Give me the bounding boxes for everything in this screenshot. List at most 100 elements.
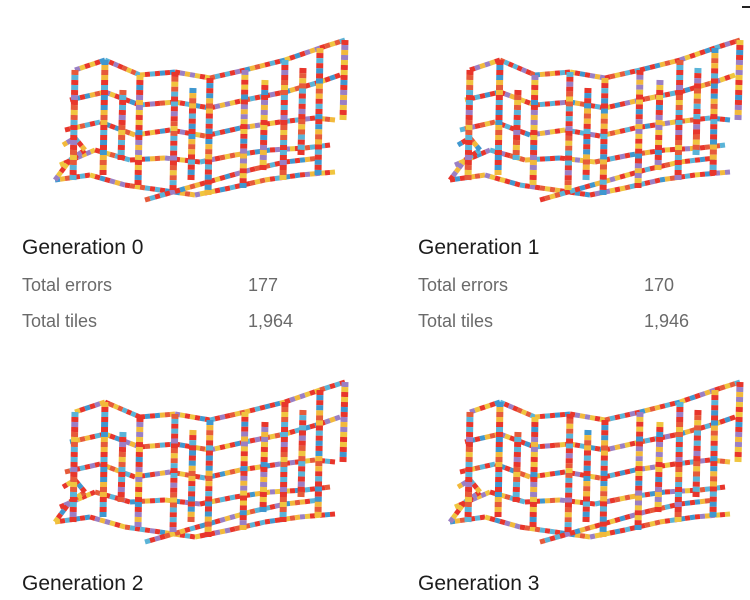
lattice-tile (569, 529, 576, 536)
lattice-tile (194, 500, 201, 507)
lattice-tile (489, 401, 496, 408)
lattice-tile (503, 59, 510, 67)
lattice-tile (219, 186, 226, 193)
stat-value: 177 (248, 275, 279, 295)
lattice-tile (179, 532, 186, 539)
lattice-tile (584, 191, 591, 198)
lattice-tile (724, 416, 731, 423)
lattice-tile (274, 160, 281, 167)
lattice-tile (149, 471, 156, 478)
lattice-tile (169, 531, 176, 538)
lattice-tile (619, 495, 626, 502)
lattice-tile (649, 122, 656, 129)
lattice-tile (549, 193, 556, 200)
lattice-tile (194, 72, 201, 79)
lattice-tile (524, 440, 531, 448)
lattice-tile (112, 403, 120, 410)
lattice-tile (684, 54, 691, 61)
lattice-tile (689, 52, 696, 59)
lattice-tile (94, 489, 101, 496)
lattice-tile (594, 103, 601, 110)
lattice-tile (460, 158, 467, 166)
lattice-tile (309, 115, 316, 122)
lattice-tile (454, 160, 461, 168)
lattice-tile (624, 152, 631, 159)
lattice-tile (249, 491, 256, 498)
lattice-tile (619, 469, 626, 476)
lattice-tile (539, 185, 546, 192)
lattice-tile (309, 457, 316, 464)
lattice-tile (724, 382, 731, 390)
lattice-tile (520, 67, 528, 74)
lattice-tile (179, 471, 186, 478)
lattice-tile (199, 73, 206, 80)
lattice-tile (619, 153, 626, 160)
lattice-tile (269, 462, 276, 468)
lattice-tile (114, 435, 121, 442)
lattice-tile (65, 500, 72, 508)
lattice-tile (649, 178, 656, 185)
lattice-tile (594, 474, 601, 481)
lattice-tile (729, 72, 736, 80)
lattice-tile (324, 384, 331, 391)
lattice-tile (254, 122, 261, 129)
lattice-tile (544, 129, 551, 136)
lattice-svg (53, 379, 349, 545)
lattice-tile (539, 130, 546, 137)
lattice-tile (689, 514, 696, 521)
lattice-tile (99, 175, 106, 182)
lattice-tile (329, 459, 336, 465)
lattice-tile (108, 401, 115, 409)
lattice-tile (544, 536, 551, 543)
lattice-tile (94, 90, 101, 97)
lattice-tile (80, 151, 88, 158)
lattice-tile (694, 50, 701, 58)
lattice-tile (269, 503, 276, 510)
lattice-tile (609, 187, 616, 194)
lattice-tile (489, 461, 496, 468)
lattice-tile (724, 117, 731, 123)
lattice-tile (184, 191, 191, 197)
lattice-tile (529, 183, 536, 190)
lattice-tile (199, 180, 206, 187)
lattice-tile (80, 493, 88, 500)
lattice-tile (164, 532, 171, 539)
lattice-tile (59, 166, 66, 174)
lattice-tile (184, 533, 191, 539)
lattice-tile (62, 504, 69, 512)
lattice-tile (609, 445, 616, 452)
lattice-tile (504, 91, 511, 99)
lattice-tile (539, 527, 546, 534)
tile-lattice-generation-3 (440, 372, 750, 547)
lattice-tile (484, 120, 491, 127)
lattice-svg (53, 37, 349, 203)
lattice-tile (619, 127, 626, 134)
lattice-tile (304, 458, 311, 464)
lattice-tile (184, 71, 191, 78)
lattice-tile (144, 130, 151, 137)
lattice-tile (471, 482, 479, 490)
lattice-tile (624, 184, 631, 191)
lattice-tile (574, 100, 581, 107)
lattice-tile (524, 472, 531, 480)
lattice-tile (229, 171, 236, 179)
lattice-tile (234, 525, 241, 532)
lattice-tile (614, 414, 621, 421)
lattice-tile (94, 147, 101, 154)
lattice-tile (189, 183, 196, 190)
stat-value: 1,946 (644, 311, 690, 331)
lattice-tile (199, 132, 206, 139)
lattice-tile (489, 432, 496, 439)
lattice-tile (719, 384, 726, 391)
lattice-tile (234, 440, 241, 447)
lattice-tile (309, 486, 316, 492)
lattice-tile (480, 149, 487, 157)
lattice-tile (309, 144, 316, 150)
lattice-tile (719, 42, 726, 49)
lattice-tile (84, 172, 91, 179)
lattice-tile (74, 65, 81, 73)
lattice-tile (329, 40, 336, 48)
lattice-tile (124, 128, 131, 136)
lattice-tile (334, 381, 341, 388)
lattice-tile (184, 413, 191, 420)
